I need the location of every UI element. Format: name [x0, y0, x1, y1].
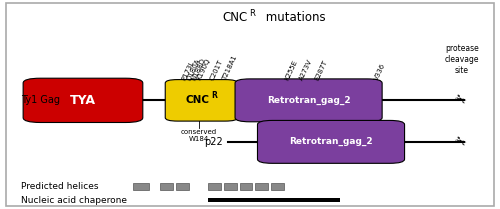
Text: E287T: E287T [314, 59, 328, 81]
Text: T218A1: T218A1 [222, 54, 238, 81]
Text: N188D: N188D [190, 57, 206, 81]
Text: ✂: ✂ [451, 133, 468, 151]
Text: K190Q: K190Q [196, 57, 211, 81]
Text: Nucleic acid chaperone: Nucleic acid chaperone [20, 195, 126, 204]
FancyBboxPatch shape [235, 79, 382, 122]
Bar [160, 183, 173, 190]
Bar [176, 183, 189, 190]
Text: CNC: CNC [186, 95, 210, 105]
Bar [208, 198, 340, 202]
FancyBboxPatch shape [23, 78, 143, 122]
Text: protease: protease [445, 44, 479, 53]
Text: site: site [455, 66, 469, 75]
Text: A273V: A273V [299, 58, 314, 81]
Bar [272, 183, 284, 190]
FancyBboxPatch shape [165, 80, 238, 121]
FancyBboxPatch shape [258, 120, 404, 163]
Text: K255E: K255E [284, 59, 298, 81]
Text: R: R [249, 9, 255, 18]
Bar [240, 183, 252, 190]
Text: mutations: mutations [262, 11, 326, 24]
Text: D180A: D180A [186, 57, 201, 81]
Text: ✂: ✂ [451, 91, 468, 109]
Text: Retrotran_gag_2: Retrotran_gag_2 [267, 96, 350, 105]
Text: conserved: conserved [181, 129, 217, 135]
Text: Retrotran_gag_2: Retrotran_gag_2 [289, 137, 373, 147]
Text: C201T: C201T [209, 58, 224, 81]
Text: Ty1 Gag: Ty1 Gag [20, 95, 59, 105]
Bar [224, 183, 236, 190]
Bar [208, 183, 220, 190]
Text: R: R [211, 91, 217, 100]
Bar [256, 183, 268, 190]
Text: Predicted helices: Predicted helices [20, 182, 98, 191]
Text: p22: p22 [204, 137, 223, 147]
Text: CNC: CNC [222, 11, 248, 24]
Text: TYA: TYA [70, 94, 96, 107]
Text: V336: V336 [374, 62, 387, 81]
Bar [133, 183, 149, 190]
Text: W184: W184 [189, 136, 210, 142]
Text: cleavage: cleavage [444, 55, 479, 64]
Text: P173L: P173L [180, 59, 195, 81]
